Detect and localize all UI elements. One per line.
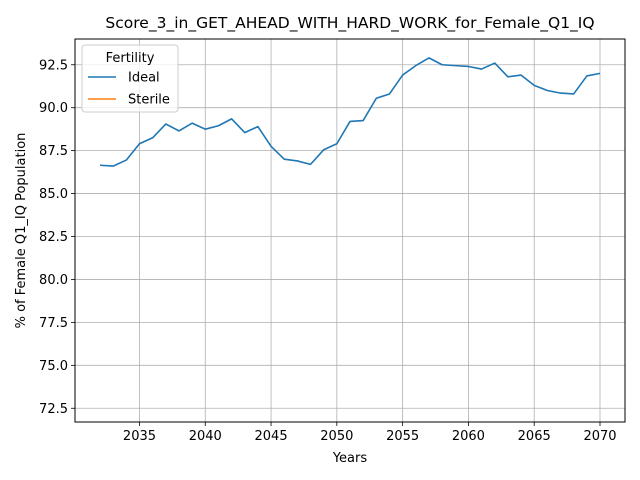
y-tick-label: 77.5 — [39, 316, 68, 331]
x-axis-ticks: 2035 2040 2045 2050 2055 2060 2065 2070 — [123, 422, 617, 444]
legend-label: Ideal — [128, 71, 160, 86]
x-tick-label: 2040 — [189, 429, 222, 444]
x-axis-label: Years — [332, 451, 368, 466]
x-tick-label: 2045 — [255, 429, 288, 444]
y-tick-label: 92.5 — [39, 58, 68, 73]
y-tick-label: 85.0 — [39, 187, 68, 202]
legend-items: Ideal Sterile — [88, 71, 170, 108]
y-tick-label: 87.5 — [39, 144, 68, 159]
legend-label: Sterile — [128, 93, 170, 108]
x-tick-label: 2060 — [452, 429, 485, 444]
y-axis-label: % of Female Q1_IQ Population — [14, 133, 29, 329]
chart-title: Score_3_in_GET_AHEAD_WITH_HARD_WORK_for_… — [105, 14, 594, 33]
y-tick-label: 80.0 — [39, 273, 68, 288]
y-tick-label: 82.5 — [39, 230, 68, 245]
legend: Fertility Ideal Sterile — [81, 44, 179, 113]
y-tick-label: 72.5 — [39, 402, 68, 417]
x-tick-label: 2035 — [123, 429, 156, 444]
legend-box — [81, 44, 179, 113]
x-tick-label: 2065 — [518, 429, 551, 444]
y-tick-label: 75.0 — [39, 359, 68, 374]
y-axis-ticks: 72.5 75.0 77.5 80.0 82.5 85.0 87.5 90.0 92.5 — [39, 58, 75, 417]
series-line-ideal — [99, 57, 601, 167]
plot-frame — [74, 38, 626, 423]
x-tick-label: 2055 — [386, 429, 419, 444]
legend-title: Fertility — [106, 51, 155, 66]
y-tick-label: 90.0 — [39, 101, 68, 116]
x-tick-label: 2070 — [583, 429, 616, 444]
gridlines — [75, 39, 625, 422]
series-lines — [99, 57, 601, 167]
x-tick-label: 2050 — [320, 429, 353, 444]
